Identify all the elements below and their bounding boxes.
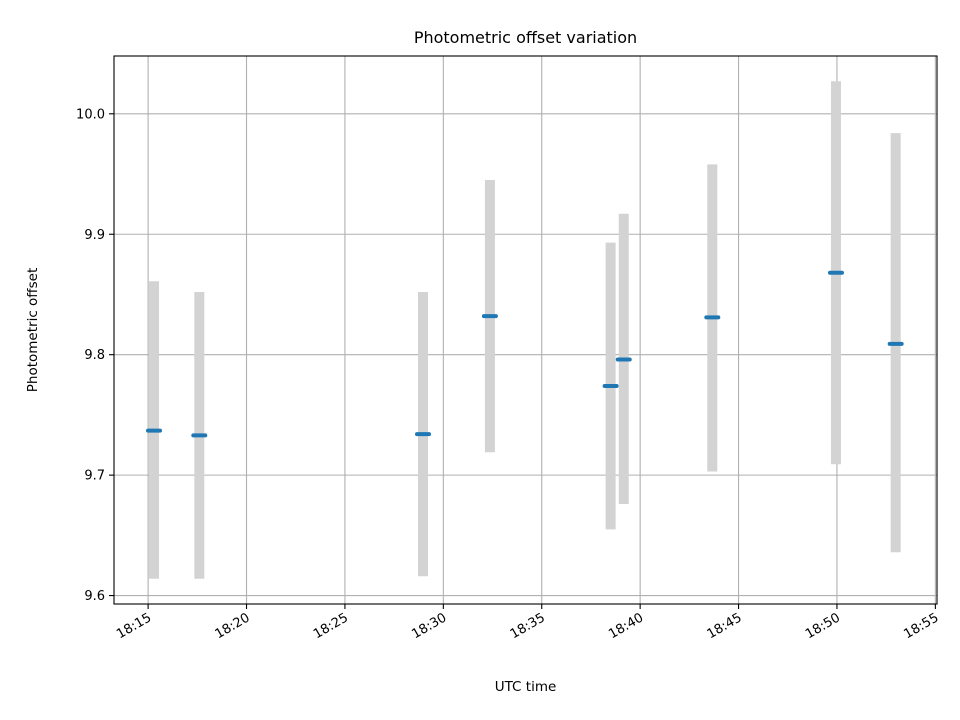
x-tick-label: 18:55 <box>901 610 941 642</box>
x-tick-label: 18:15 <box>114 610 154 642</box>
y-tick-label: 9.7 <box>84 469 105 484</box>
axis-ticks: 18:15 18:20 18:25 18:30 18:35 18:40 18:45 18:50… <box>76 107 941 642</box>
y-tick-label: 9.9 <box>84 228 105 243</box>
plot-frame <box>113 55 938 605</box>
error-bars <box>149 81 901 579</box>
y-tick-label: 9.6 <box>84 589 105 604</box>
y-tick-label: 9.8 <box>84 348 105 363</box>
x-axis-label: UTC time <box>495 679 557 695</box>
x-tick-label: 18:50 <box>803 610 843 642</box>
x-tick-label: 18:20 <box>213 610 253 642</box>
x-tick-label: 18:35 <box>508 610 548 642</box>
chart-title: Photometric offset variation <box>414 28 637 47</box>
x-tick-label: 18:45 <box>705 610 745 642</box>
x-tick-label: 18:30 <box>409 610 449 642</box>
x-tick-label: 18:40 <box>606 610 646 642</box>
x-tick-label: 18:25 <box>311 610 351 642</box>
y-axis-label: Photometric offset <box>25 268 41 392</box>
data-points <box>146 270 904 438</box>
grid-lines <box>114 56 937 604</box>
y-tick-label: 10.0 <box>76 107 105 122</box>
